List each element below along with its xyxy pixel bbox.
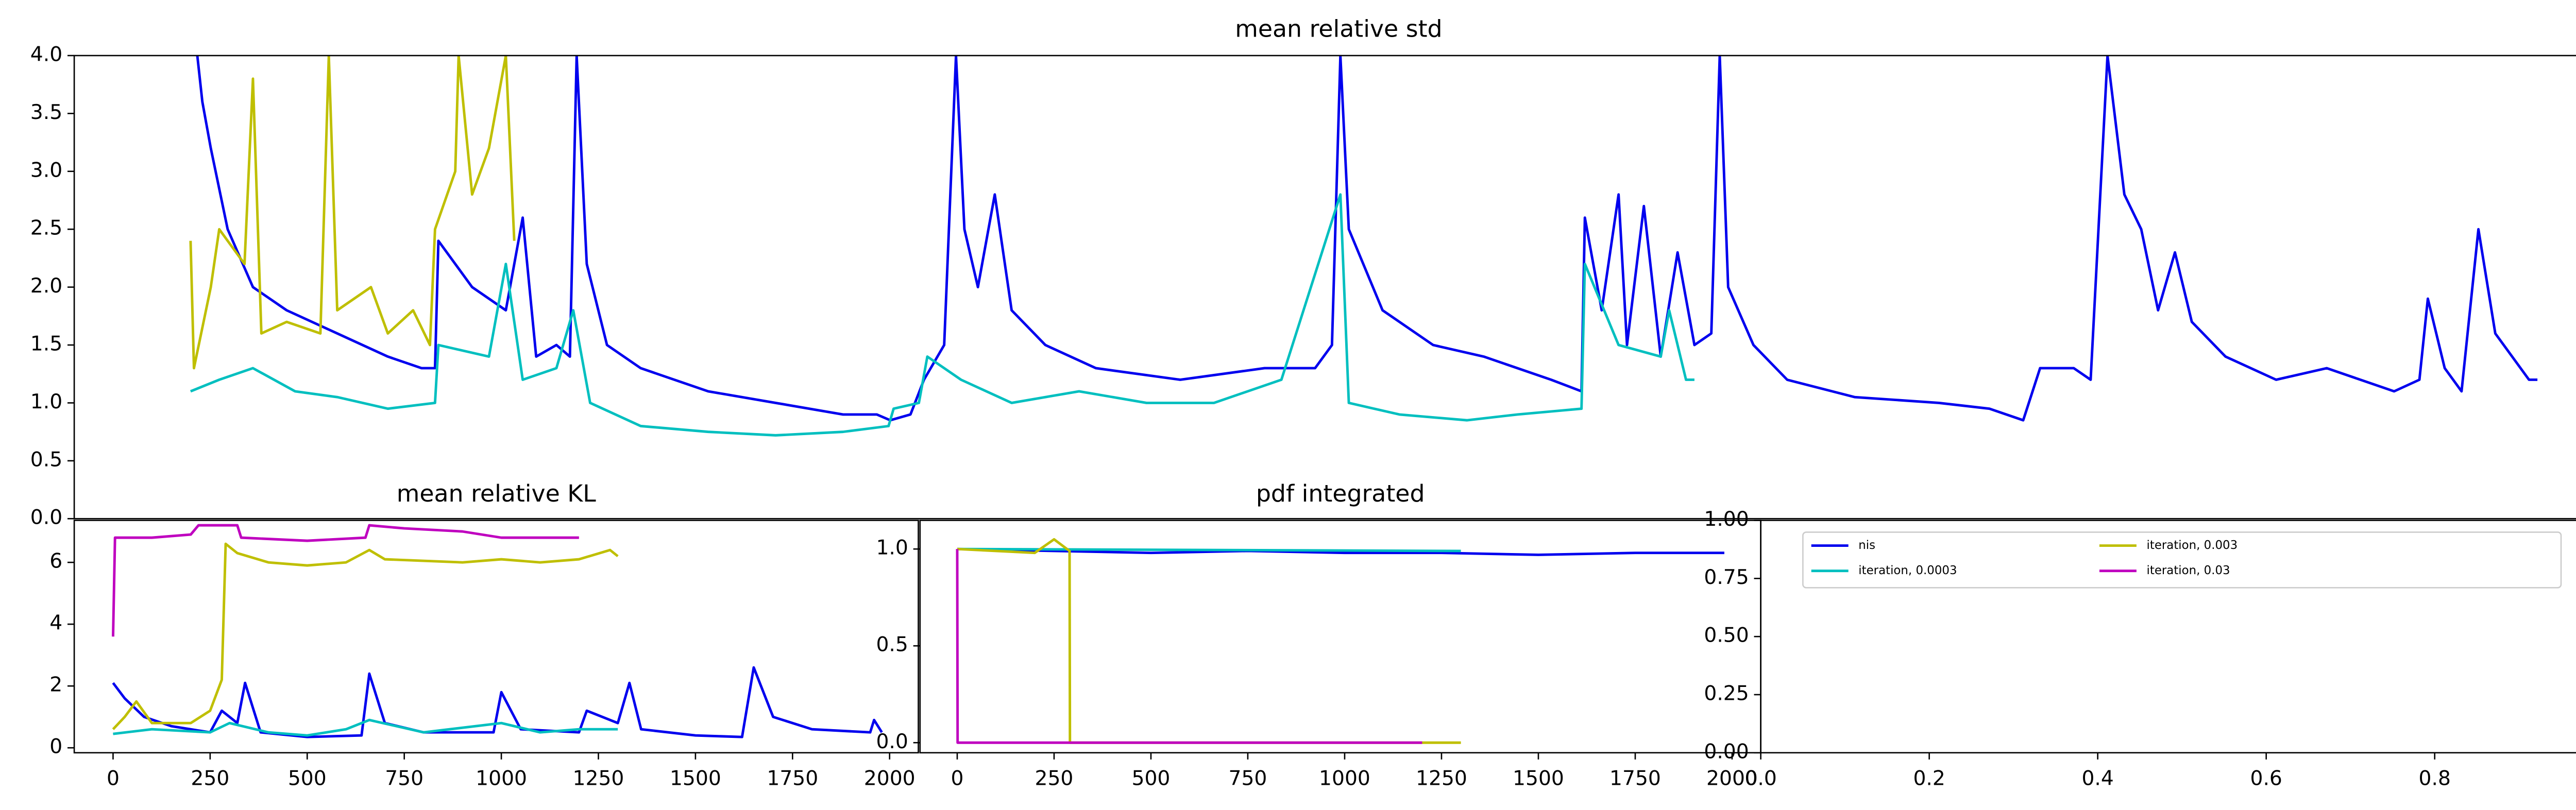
legend-label: iteration, 0.0003: [1858, 564, 1957, 577]
y-tick-label: 3.5: [30, 101, 62, 124]
legend: nis iteration, 0.0003 iteration, 0.003 iter…: [1802, 531, 2562, 589]
series-line: [112, 524, 579, 637]
y-tick-label: 4.0: [30, 43, 62, 66]
chart-title: pdf integrated: [1256, 480, 1425, 507]
y-tick-label: 1.00: [1704, 508, 1749, 531]
y-tick-label: 2: [49, 674, 62, 697]
axes-frame: [73, 520, 919, 754]
x-tick-label: 0: [951, 767, 963, 790]
x-tick-label: 750: [385, 767, 423, 790]
x-tick-label: 0.4: [2081, 767, 2113, 790]
x-tick-label: 0.0: [1744, 767, 1776, 790]
x-tick-label: 1750: [767, 767, 818, 790]
chart-title: mean relative std: [1235, 15, 1442, 42]
x-tick-label: 500: [1132, 767, 1171, 790]
x-tick-label: 1250: [573, 767, 624, 790]
plot-area: [189, 55, 2538, 437]
x-tick-label: 0.2: [1913, 767, 1945, 790]
series-line: [196, 55, 2538, 422]
y-tick-label: 4: [49, 612, 62, 635]
chart-title: mean relative KL: [397, 480, 597, 507]
y-tick-label: 0.75: [1704, 566, 1749, 589]
x-tick-label: 1250: [1416, 767, 1467, 790]
x-tick-label: 0.8: [2419, 767, 2451, 790]
y-tick-label: 0.0: [30, 506, 62, 529]
legend-frame: [1802, 531, 2562, 589]
y-tick-label: 0: [49, 735, 62, 759]
y-tick-label: 2.5: [30, 217, 62, 240]
y-tick-label: 1.5: [30, 332, 62, 355]
series-line: [956, 549, 1422, 744]
series-line: [112, 666, 883, 738]
legend-label: iteration, 0.03: [2147, 564, 2230, 577]
y-tick-label: 0.50: [1704, 624, 1749, 647]
series-line: [113, 718, 618, 737]
x-tick-label: 0: [107, 767, 120, 790]
series-line: [189, 55, 516, 370]
y-tick-label: 1.0: [30, 390, 62, 413]
y-tick-label: 0.5: [30, 448, 62, 471]
x-tick-label: 1000: [1319, 767, 1370, 790]
y-tick-label: 0.25: [1704, 682, 1749, 705]
x-tick-label: 0.6: [2250, 767, 2282, 790]
series-line: [190, 193, 1694, 437]
x-tick-label: 1750: [1609, 767, 1661, 790]
x-tick-label: 2000: [1706, 767, 1758, 790]
legend-label: iteration, 0.003: [2147, 539, 2238, 552]
x-tick-label: 1500: [670, 767, 721, 790]
y-tick-label: 0.00: [1704, 740, 1749, 763]
x-tick-label: 1000: [476, 767, 527, 790]
series-line: [957, 547, 1724, 556]
y-tick-label: 0.5: [876, 633, 908, 657]
y-tick-label: 2.0: [30, 274, 62, 298]
x-tick-label: 500: [288, 767, 327, 790]
y-tick-label: 3.0: [30, 159, 62, 182]
plot-area: [956, 538, 1724, 744]
y-tick-label: 1.0: [876, 537, 908, 560]
axes-frame: [73, 55, 2576, 520]
x-tick-label: 750: [1229, 767, 1267, 790]
x-tick-label: 1500: [1513, 767, 1564, 790]
y-tick-label: 6: [49, 550, 62, 573]
legend-label: nis: [1858, 539, 1875, 552]
x-tick-label: 250: [1035, 767, 1074, 790]
axes-frame: [1760, 520, 2576, 754]
x-tick-label: 2000: [864, 767, 916, 790]
y-tick-label: 0.0: [876, 730, 908, 753]
series-line: [112, 542, 619, 730]
plot-area: [112, 524, 883, 738]
x-tick-label: 250: [191, 767, 229, 790]
